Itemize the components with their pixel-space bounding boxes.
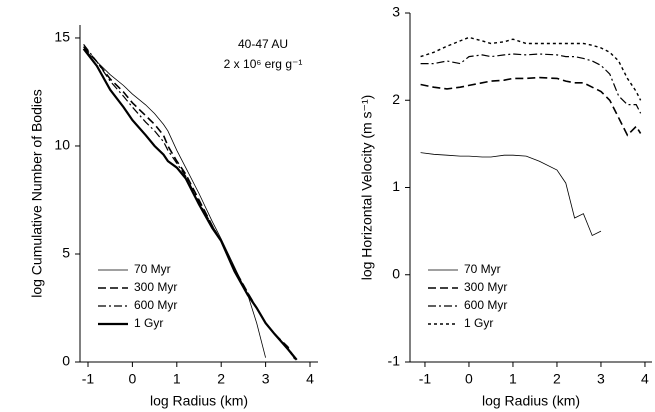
x-tick-label: 4 [641, 371, 649, 387]
x-tick-label: 1 [509, 371, 517, 387]
legend-label: 300 Myr [464, 280, 507, 294]
series-line [83, 44, 298, 363]
x-axis-label: log Radius (km) [150, 393, 248, 409]
y-tick-label: 0 [392, 265, 400, 281]
annotation: 40-47 AU [238, 37, 288, 51]
series-line [420, 76, 642, 137]
x-tick-label: 2 [217, 371, 225, 387]
x-tick-label: 4 [306, 371, 314, 387]
series-line [420, 53, 642, 114]
x-tick-label: -1 [82, 371, 95, 387]
legend-label: 70 Myr [464, 262, 501, 276]
series-line [420, 36, 642, 101]
legend-label: 600 Myr [464, 298, 507, 312]
x-axis-label: log Radius (km) [482, 393, 580, 409]
legend-label: 600 Myr [134, 298, 177, 312]
x-tick-label: -1 [419, 371, 432, 387]
series-line [83, 48, 266, 358]
y-tick-label: 3 [392, 4, 400, 20]
legend-label: 70 Myr [134, 262, 171, 276]
series-line [82, 46, 298, 363]
y-tick-label: 5 [62, 245, 70, 261]
x-tick-label: 3 [597, 371, 605, 387]
y-tick-label: 0 [62, 353, 70, 369]
legend-label: 1 Gyr [134, 316, 163, 330]
y-tick-label: -1 [388, 353, 401, 369]
y-tick-label: 1 [392, 178, 400, 194]
series-line [82, 48, 298, 361]
y-tick-label: 15 [54, 29, 70, 45]
legend-label: 1 Gyr [464, 316, 493, 330]
series-line [420, 152, 602, 237]
y-tick-label: 10 [54, 137, 70, 153]
y-tick-label: 2 [392, 91, 400, 107]
x-tick-label: 1 [173, 371, 181, 387]
x-tick-label: 3 [262, 371, 270, 387]
y-axis-label: log Horizontal Velocity (m s⁻¹) [359, 95, 375, 281]
x-tick-label: 0 [465, 371, 473, 387]
x-tick-label: 0 [128, 371, 136, 387]
y-axis-label: log Cumulative Number of Bodies [29, 89, 45, 298]
legend-label: 300 Myr [134, 280, 177, 294]
annotation: 2 x 10⁶ erg g⁻¹ [224, 57, 303, 71]
x-tick-label: 2 [553, 371, 561, 387]
